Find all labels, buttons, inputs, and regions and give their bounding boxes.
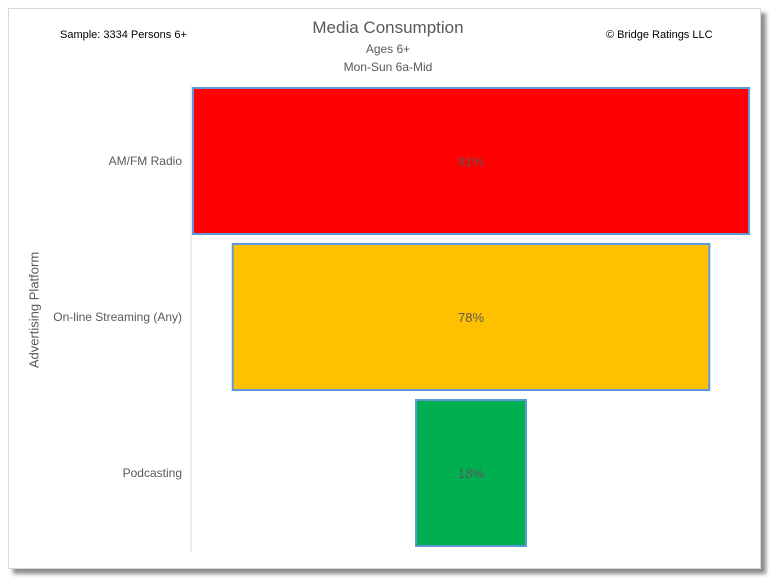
category-label-0: AM/FM Radio: [109, 154, 183, 168]
chart-title: Media Consumption: [312, 18, 464, 37]
chart-subtitle-daypart: Mon-Sun 6a-Mid: [343, 60, 433, 74]
sample-note: Sample: 3334 Persons 6+: [60, 29, 187, 41]
data-label-1: 78%: [458, 310, 484, 325]
chart-subtitle-ages: Ages 6+: [365, 42, 411, 56]
category-label-1: On-line Streaming (Any): [53, 310, 182, 324]
copyright-note: © Bridge Ratings LLC: [606, 29, 713, 41]
data-label-0: 91%: [458, 154, 484, 169]
data-label-2: 18%: [458, 466, 484, 481]
bar-1: [231, 243, 711, 391]
bar-2: [415, 399, 527, 547]
bar-0: [192, 87, 750, 235]
category-label-2: Podcasting: [123, 466, 182, 480]
